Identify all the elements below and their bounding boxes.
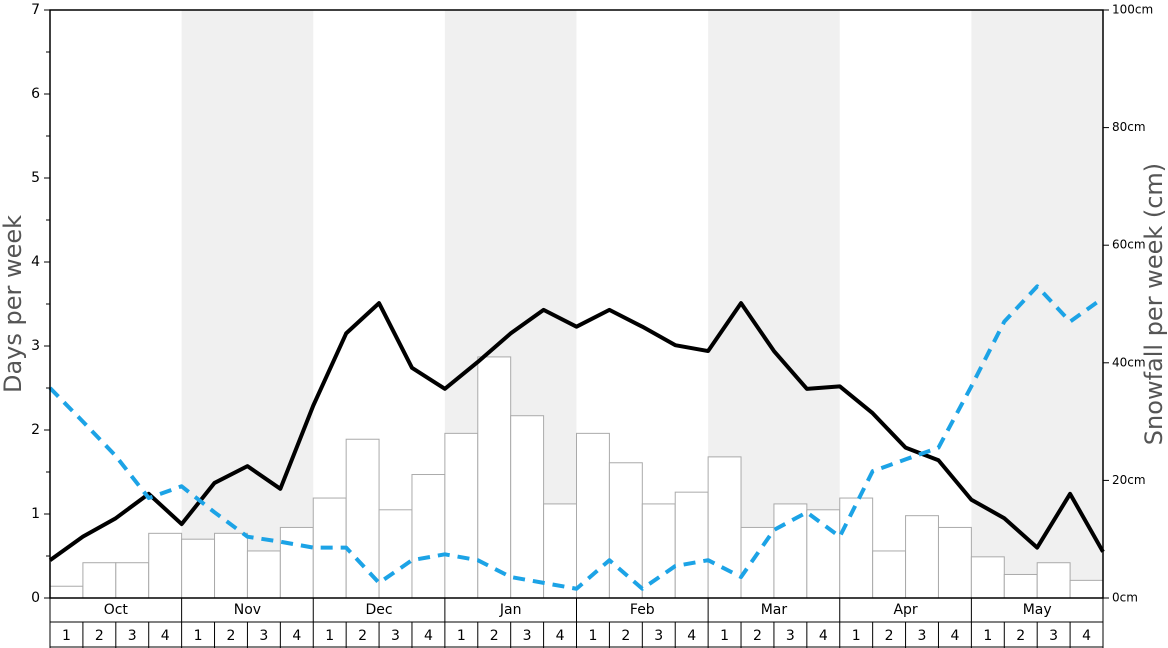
y2-tick-label: 0cm [1112, 591, 1138, 605]
bar [510, 415, 545, 599]
week-label: 2 [490, 628, 499, 644]
week-label: 3 [128, 628, 137, 644]
y-tick-label: 6 [31, 86, 40, 102]
week-label: 4 [556, 628, 565, 644]
y-tick-label: 3 [31, 338, 40, 354]
week-label: 2 [885, 628, 894, 644]
week-label: 1 [457, 628, 466, 644]
bar [82, 562, 117, 599]
week-label: 2 [1016, 628, 1025, 644]
bar [872, 550, 907, 599]
bar [214, 532, 248, 599]
month-label: May [1023, 602, 1052, 618]
week-label: 1 [852, 628, 861, 644]
week-label: 2 [358, 628, 367, 644]
bar [806, 509, 841, 599]
bar [246, 550, 281, 599]
bar [279, 526, 314, 599]
week-label: 4 [424, 628, 433, 644]
week-label: 1 [588, 628, 597, 644]
y-tick-label: 4 [31, 254, 40, 270]
month-label: Apr [893, 602, 917, 618]
bar [970, 556, 1005, 599]
week-label: 4 [687, 628, 696, 644]
week-label: 2 [621, 628, 630, 644]
month-label: Nov [234, 602, 261, 618]
week-label: 4 [161, 628, 170, 644]
month-band [971, 10, 1103, 598]
line [48, 284, 1105, 591]
month-label: Dec [366, 602, 393, 618]
y2-axis-title: Snowfall per week (cm) [1140, 163, 1168, 445]
bar [905, 515, 939, 599]
bar [1069, 579, 1104, 599]
bar [181, 538, 216, 599]
week-label: 4 [292, 628, 301, 644]
bar [937, 526, 972, 599]
y-tick-label: 5 [31, 170, 40, 186]
bar [411, 474, 446, 599]
week-label: 4 [1082, 628, 1091, 644]
bar [1003, 573, 1038, 599]
week-label: 3 [523, 628, 532, 644]
week-label: 4 [950, 628, 959, 644]
week-label: 3 [1049, 628, 1058, 644]
month-label: Feb [630, 602, 655, 618]
week-label: 2 [753, 628, 762, 644]
bar [773, 503, 808, 599]
bar [115, 562, 150, 599]
bar [674, 491, 709, 599]
y-tick-label: 1 [31, 506, 40, 522]
month-label: Mar [761, 602, 788, 618]
y-tick-label: 0 [31, 590, 40, 606]
line [48, 301, 1105, 562]
y-tick-label: 7 [31, 2, 40, 18]
week-label: 1 [720, 628, 729, 644]
y2-tick-label: 40cm [1112, 355, 1146, 369]
week-label: 1 [983, 628, 992, 644]
week-label: 3 [918, 628, 927, 644]
week-label: 3 [259, 628, 268, 644]
month-label: Oct [104, 602, 129, 618]
bar [49, 585, 84, 599]
week-label: 3 [654, 628, 663, 644]
week-label: 1 [62, 628, 71, 644]
y2-tick-label: 80cm [1112, 120, 1146, 134]
week-label: 1 [194, 628, 203, 644]
y-tick-label: 2 [31, 422, 40, 438]
bar [641, 503, 676, 599]
y2-tick-label: 20cm [1112, 473, 1146, 487]
week-label: 3 [786, 628, 795, 644]
week-label: 1 [325, 628, 334, 644]
y2-tick-label: 60cm [1112, 238, 1146, 252]
week-label: 2 [95, 628, 104, 644]
week-label: 3 [391, 628, 400, 644]
week-label: 2 [227, 628, 236, 644]
bar [1036, 562, 1071, 599]
bar [839, 497, 874, 599]
bar [148, 532, 183, 599]
bar [707, 456, 742, 599]
week-label: 4 [819, 628, 828, 644]
bar [378, 509, 413, 599]
bar [608, 462, 643, 599]
bar [345, 438, 380, 599]
bar [444, 432, 479, 599]
month-label: Jan [499, 602, 522, 618]
month-band [181, 10, 314, 598]
y2-tick-label: 100cm [1112, 3, 1153, 17]
y-axis-title: Days per week [0, 215, 27, 393]
